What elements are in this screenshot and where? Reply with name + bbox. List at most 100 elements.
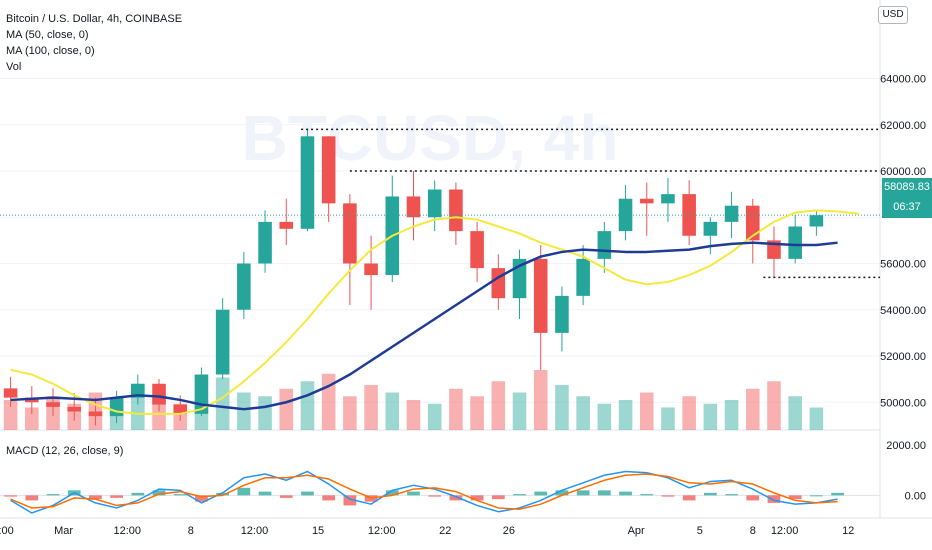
macd-histogram-bar [831, 492, 844, 496]
macd-histogram-bar [258, 491, 272, 496]
candle-body[interactable] [131, 383, 145, 398]
candle-body[interactable] [300, 136, 315, 229]
time-tick-label: Apr [628, 525, 645, 537]
time-tick-label: 26 [503, 525, 515, 537]
candle-body[interactable] [406, 196, 421, 218]
legend-ma50-label: MA (50, close, 0) [6, 29, 89, 41]
price-tick-label: 54000.00 [880, 305, 926, 317]
candle-body[interactable] [809, 215, 824, 227]
candle-body[interactable] [67, 406, 82, 412]
macd-histogram-bar [216, 492, 230, 496]
price-tick-label: 62000.00 [880, 120, 926, 132]
volume-bar [745, 388, 760, 430]
macd-histogram-bar [237, 487, 251, 496]
candle-body[interactable] [364, 263, 378, 276]
volume-bar [343, 396, 357, 430]
candle-body[interactable] [152, 383, 166, 405]
macd-histogram-bar [767, 495, 781, 503]
candle-body[interactable] [427, 189, 442, 218]
candle-body[interactable] [533, 258, 548, 333]
macd-tick-label: 0.00 [905, 490, 926, 502]
candle-body[interactable] [724, 205, 739, 222]
candle-body[interactable] [682, 194, 696, 236]
candle-body[interactable] [321, 136, 336, 204]
candle-body[interactable] [745, 205, 760, 241]
candle-body[interactable] [639, 198, 654, 204]
macd-histogram-bar [428, 495, 442, 497]
price-axis[interactable]: 50000.00 52000.00 54000.00 56000.00 60000.00… [880, 74, 926, 503]
chart-watermark: BTCUSD, 4h [242, 102, 619, 174]
macd-histogram-bar [152, 490, 166, 496]
candle-body[interactable] [173, 404, 188, 414]
candle-body[interactable] [703, 221, 718, 236]
legend-ma100[interactable]: MA (100, close, 0) [6, 44, 95, 58]
price-tick-label: 60000.00 [880, 166, 926, 178]
candle-body[interactable] [88, 411, 103, 417]
candle-body[interactable] [3, 388, 18, 398]
volume-bar [661, 407, 675, 430]
time-tick-label: 8 [750, 525, 756, 537]
macd-pane[interactable] [0, 470, 880, 514]
candles[interactable] [3, 129, 824, 426]
volume-bar [682, 396, 696, 430]
volume-bar [576, 396, 590, 430]
time-tick-label: 5 [697, 525, 703, 537]
candle-body[interactable] [597, 231, 612, 259]
candle-body[interactable] [491, 268, 506, 299]
macd-histogram-bar [322, 495, 336, 501]
candle-body[interactable] [576, 258, 590, 296]
macd-histogram-bar [131, 492, 145, 496]
candle-body[interactable] [194, 374, 209, 414]
macd-tick-label: 2000.00 [886, 440, 926, 452]
candle-body[interactable] [788, 226, 802, 259]
macd-histogram-bar [534, 491, 548, 496]
volume-bar [533, 370, 548, 430]
candle-body[interactable] [555, 295, 569, 333]
price-grid [0, 0, 932, 519]
legend-macd[interactable]: MACD (12, 26, close, 9) [6, 444, 123, 458]
candle-body[interactable] [237, 263, 251, 310]
time-tick-label: 12:00 [241, 525, 269, 537]
candle-body[interactable] [618, 198, 633, 232]
bar-countdown-value: 06:37 [893, 201, 921, 213]
bar-countdown: 06:37 [882, 198, 932, 218]
candle-body[interactable] [109, 397, 124, 417]
currency-badge[interactable]: USD [878, 6, 908, 24]
macd-histogram-bar [385, 490, 399, 496]
macd-histogram-bar [788, 495, 802, 500]
ma50-line [10, 209, 859, 415]
candle-body[interactable] [343, 203, 357, 264]
macd-histogram-bar [110, 495, 123, 498]
volume-bar [724, 400, 739, 430]
time-axis[interactable]: 12:00 Mar 12:00 8 12:00 15 12:00 22 26 Apr 5 8 12:00… [0, 525, 854, 537]
volume-bar [618, 400, 633, 430]
candle-body[interactable] [46, 402, 60, 407]
candle-body[interactable] [661, 194, 675, 204]
candle-body[interactable] [470, 231, 484, 269]
macd-histogram-bar [640, 494, 654, 496]
candle-body[interactable] [279, 221, 294, 229]
legend-vol[interactable]: Vol [6, 60, 21, 74]
price-tick-label: 50000.00 [880, 397, 926, 409]
volume-bar [491, 381, 506, 430]
macd-histogram-bar [449, 495, 463, 501]
chart-title-text: Bitcoin / U.S. Dollar, 4h, COINBASE [6, 13, 183, 25]
macd-histogram-bar [46, 494, 60, 496]
volume-bar [809, 407, 824, 430]
last-price-label: 58089.83 [882, 178, 932, 198]
time-tick-label: Mar [54, 525, 73, 537]
candle-body[interactable] [215, 309, 230, 375]
macd-histogram-bar [470, 495, 484, 501]
time-tick-label: 12:00 [113, 525, 141, 537]
candle-body[interactable] [449, 189, 463, 232]
time-tick-label: 8 [188, 525, 194, 537]
volume-bar [237, 392, 251, 430]
macd-histogram-bar [25, 495, 39, 501]
candle-body[interactable] [258, 221, 272, 264]
volume-bar [427, 403, 442, 430]
legend-ma50[interactable]: MA (50, close, 0) [6, 28, 89, 42]
time-tick-label: 12:00 [771, 525, 799, 537]
volume-bar [300, 381, 315, 430]
macd-histogram-bar [704, 492, 717, 496]
